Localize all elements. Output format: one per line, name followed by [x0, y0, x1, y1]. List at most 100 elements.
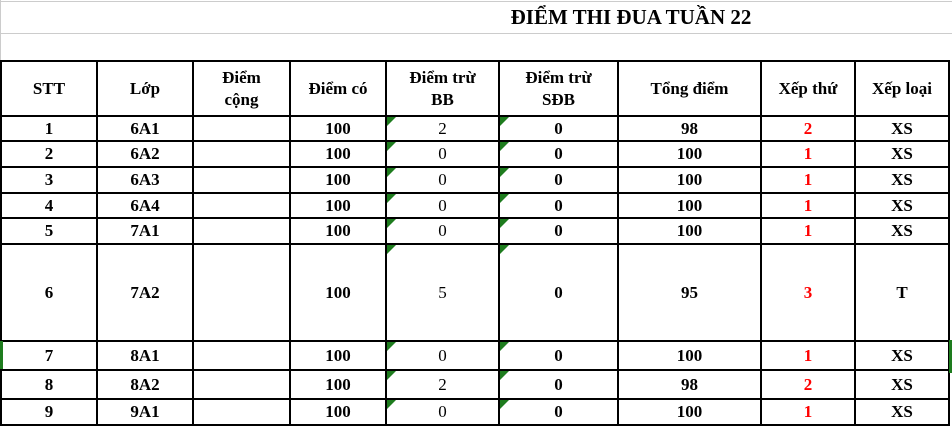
cell[interactable]: 98: [617, 115, 762, 142]
cell[interactable]: 0: [498, 217, 619, 245]
cell[interactable]: [192, 192, 291, 219]
cell-value: XS: [891, 118, 913, 138]
cell-value: T: [896, 282, 908, 302]
cell[interactable]: 5: [0, 217, 98, 245]
cell[interactable]: 100: [289, 166, 387, 194]
cell[interactable]: 0: [385, 166, 500, 194]
header-cell[interactable]: Điểm trừ BB: [385, 60, 500, 117]
cell[interactable]: 0: [385, 140, 500, 168]
cell-value: 98: [681, 374, 698, 394]
cell[interactable]: 2: [0, 140, 98, 168]
cell[interactable]: 2: [385, 369, 500, 400]
cell[interactable]: [192, 140, 291, 168]
header-cell[interactable]: Lớp: [96, 60, 194, 117]
cell[interactable]: 3: [760, 243, 856, 342]
cell[interactable]: 1: [760, 217, 856, 245]
cell[interactable]: 2: [760, 115, 856, 142]
cell[interactable]: 1: [760, 166, 856, 194]
cell[interactable]: 100: [617, 192, 762, 219]
header-cell[interactable]: STT: [0, 60, 98, 117]
cell-value: 1: [803, 221, 813, 240]
cell[interactable]: 6: [0, 243, 98, 342]
cell[interactable]: 0: [498, 166, 619, 194]
header-cell[interactable]: Điểm trừ SĐB: [498, 60, 619, 117]
cell[interactable]: 1: [760, 340, 856, 371]
cell-value: 0: [554, 374, 563, 394]
cell[interactable]: 0: [385, 398, 500, 426]
cell[interactable]: 0: [498, 243, 619, 342]
cell[interactable]: 2: [760, 369, 856, 400]
cell[interactable]: 0: [385, 217, 500, 245]
cell[interactable]: 7: [0, 340, 98, 371]
cell[interactable]: 8: [0, 369, 98, 400]
cell[interactable]: 100: [289, 140, 387, 168]
cell[interactable]: XS: [854, 398, 950, 426]
cell-value: 8A1: [130, 345, 160, 365]
cell[interactable]: [192, 217, 291, 245]
cell[interactable]: XS: [854, 369, 950, 400]
header-cell[interactable]: Xếp loại: [854, 60, 950, 117]
cell[interactable]: 6A2: [96, 140, 194, 168]
cell[interactable]: XS: [854, 340, 950, 371]
cell[interactable]: 9: [0, 398, 98, 426]
cell[interactable]: XS: [854, 115, 950, 142]
header-cell[interactable]: Xếp thứ: [760, 60, 856, 117]
cell[interactable]: 2: [385, 115, 500, 142]
cell[interactable]: 100: [617, 398, 762, 426]
cell-value: XS: [891, 221, 913, 240]
cell[interactable]: 5: [385, 243, 500, 342]
header-cell[interactable]: Tổng điểm: [617, 60, 762, 117]
cell[interactable]: 100: [289, 340, 387, 371]
cell[interactable]: 8A1: [96, 340, 194, 371]
cell[interactable]: [192, 340, 291, 371]
cell[interactable]: 100: [289, 115, 387, 142]
cell[interactable]: 0: [385, 340, 500, 371]
cell[interactable]: 0: [498, 369, 619, 400]
cell[interactable]: 1: [0, 115, 98, 142]
cell[interactable]: 1: [760, 140, 856, 168]
cell[interactable]: 100: [289, 217, 387, 245]
cell[interactable]: 100: [617, 217, 762, 245]
cell[interactable]: [192, 398, 291, 426]
cell[interactable]: 0: [498, 192, 619, 219]
cell[interactable]: 1: [760, 398, 856, 426]
sheet-title[interactable]: ĐIỂM THI ĐUA TUẦN 22: [510, 5, 752, 29]
header-cell[interactable]: Điểm cộng: [192, 60, 291, 117]
cell[interactable]: 4: [0, 192, 98, 219]
cell[interactable]: [192, 243, 291, 342]
cell[interactable]: 6A4: [96, 192, 194, 219]
cell[interactable]: 6A1: [96, 115, 194, 142]
error-indicator-triangle-icon: [501, 220, 509, 228]
cell[interactable]: XS: [854, 166, 950, 194]
cell[interactable]: 0: [498, 115, 619, 142]
cell[interactable]: 100: [617, 166, 762, 194]
cell[interactable]: 7A2: [96, 243, 194, 342]
cell[interactable]: 95: [617, 243, 762, 342]
cell[interactable]: [192, 115, 291, 142]
cell[interactable]: 0: [385, 192, 500, 219]
cell[interactable]: 100: [289, 192, 387, 219]
cell[interactable]: [192, 369, 291, 400]
cell[interactable]: 100: [289, 243, 387, 342]
cell[interactable]: 1: [760, 192, 856, 219]
cell[interactable]: 100: [617, 140, 762, 168]
cell[interactable]: XS: [854, 192, 950, 219]
cell[interactable]: 100: [617, 340, 762, 371]
cell[interactable]: 7A1: [96, 217, 194, 245]
cell[interactable]: 9A1: [96, 398, 194, 426]
cell[interactable]: XS: [854, 217, 950, 245]
error-indicator-triangle-icon: [388, 401, 396, 409]
cell[interactable]: XS: [854, 140, 950, 168]
cell[interactable]: 8A2: [96, 369, 194, 400]
cell[interactable]: 100: [289, 369, 387, 400]
cell[interactable]: 100: [289, 398, 387, 426]
cell[interactable]: 3: [0, 166, 98, 194]
header-cell[interactable]: Điểm có: [289, 60, 387, 117]
cell[interactable]: 0: [498, 140, 619, 168]
cell[interactable]: 0: [498, 340, 619, 371]
cell[interactable]: 6A3: [96, 166, 194, 194]
cell[interactable]: 98: [617, 369, 762, 400]
cell[interactable]: [192, 166, 291, 194]
cell[interactable]: 0: [498, 398, 619, 426]
cell[interactable]: T: [854, 243, 950, 342]
